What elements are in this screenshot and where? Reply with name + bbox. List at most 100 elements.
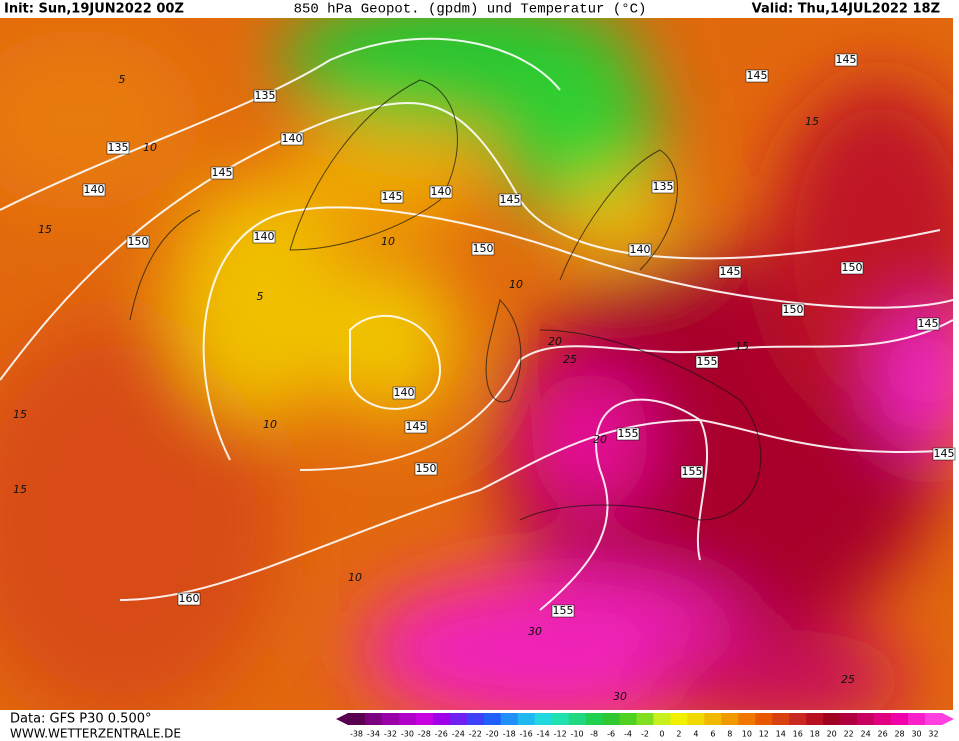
valid-time: Valid: Thu,14JUL2022 18Z (752, 2, 940, 17)
colorbar-swatch (789, 713, 807, 725)
geopotential-label: 155 (682, 465, 703, 478)
colorbar-swatch (908, 713, 926, 725)
contour-label-box (498, 193, 522, 207)
colorbar-swatch (840, 713, 858, 725)
geopotential-label: 140 (282, 132, 303, 145)
contour-label-box (680, 465, 704, 479)
contour-label-box (840, 261, 864, 275)
header-bar (0, 0, 959, 18)
colorbar-label: -20 (486, 730, 499, 739)
temperature-label: 15 (735, 340, 749, 353)
contour-label-box (628, 243, 652, 257)
colorbar-arrow-left (336, 713, 348, 725)
website: WWW.WETTERZENTRALE.DE (10, 727, 181, 741)
colorbar-label: -26 (435, 730, 448, 739)
colorbar-swatch (755, 713, 773, 725)
temperature-label: 10 (348, 571, 362, 584)
colorbar-label: -32 (384, 730, 397, 739)
contour-label-box (404, 420, 428, 434)
colorbar-swatch (466, 713, 485, 725)
colorbar-label: 4 (693, 730, 698, 739)
geopotential-label: 145 (500, 193, 521, 206)
temperature-label: 10 (509, 278, 523, 291)
colorbar-label: 20 (827, 730, 837, 739)
colorbar-swatch (534, 713, 552, 725)
temperature-label: 30 (613, 690, 627, 703)
temperature-label: 10 (143, 141, 157, 154)
geopotential-label: 150 (128, 235, 149, 248)
colorbar-swatch (585, 713, 603, 725)
colorbar-swatch (551, 713, 569, 725)
colorbar-swatch (517, 713, 535, 725)
temperature-label: 15 (13, 408, 27, 421)
colorbar-swatch (619, 713, 637, 725)
colorbar-label: -38 (350, 730, 363, 739)
colorbar-label: -16 (520, 730, 533, 739)
contour-label-box (781, 303, 805, 317)
temperature-label: 15 (38, 223, 52, 236)
temperature-label: 10 (381, 235, 395, 248)
colorbar-label: -12 (554, 730, 567, 739)
colorbar-swatch (670, 713, 688, 725)
geopotential-label: 145 (212, 166, 233, 179)
geopotential-label: 145 (747, 69, 768, 82)
contour-label-box (916, 317, 940, 331)
colorbar-label: 8 (727, 730, 732, 739)
temperature-label: 15 (13, 483, 27, 496)
geopotential-label: 150 (473, 242, 494, 255)
colorbar-label: 12 (759, 730, 769, 739)
colorbar-swatch (500, 713, 519, 725)
geopotential-label: 140 (84, 183, 105, 196)
geopotential-label: 145 (934, 447, 955, 460)
contour-label-box (429, 185, 453, 199)
contour-label-box (834, 53, 858, 67)
contour-label-box (177, 592, 201, 606)
colorbar-swatch (772, 713, 790, 725)
data-source: Data: GFS P30 0.500° (10, 712, 152, 727)
colorbar-label: -30 (401, 730, 414, 739)
contour-label-box (932, 447, 956, 461)
colorbar-swatch (415, 713, 434, 725)
colorbar-label: -34 (367, 730, 380, 739)
contour-label-box (551, 604, 575, 618)
contour-label-box (616, 427, 640, 441)
colorbar-swatch (891, 713, 909, 725)
geopotential-label: 135 (653, 180, 674, 193)
colorbar-label: -6 (607, 730, 615, 739)
contour-label-box (695, 355, 719, 369)
isohypses (0, 37, 953, 611)
colorbar-swatch (857, 713, 875, 725)
temperature-label: 10 (263, 418, 277, 431)
geopotential-label: 145 (382, 190, 403, 203)
colorbar-swatch (348, 713, 366, 725)
contour-label-box (392, 386, 416, 400)
colorbar-swatch (602, 713, 620, 725)
contour-label-box (718, 265, 742, 279)
colorbar-label: 6 (710, 730, 715, 739)
contour-label-box (210, 166, 234, 180)
colorbar-swatch (738, 713, 756, 725)
contour-label-box (280, 132, 304, 146)
colorbar-swatch (721, 713, 739, 725)
colorbar-swatch (806, 713, 824, 725)
colorbar-label: 24 (861, 730, 871, 739)
colorbar-swatch (823, 713, 841, 725)
temperature-label: 20 (548, 335, 562, 348)
geopotential-label: 155 (618, 427, 639, 440)
init-time: Init: Sun,19JUN2022 00Z (4, 2, 184, 17)
contour-label-box (252, 230, 276, 244)
colorbar-swatch (398, 713, 417, 725)
coastlines (129, 79, 762, 521)
geopotential-label: 140 (431, 185, 452, 198)
colorbar-label: 18 (810, 730, 820, 739)
colorbar-swatch (381, 713, 400, 725)
colorbar-swatch (874, 713, 892, 725)
contour-label-box (745, 69, 769, 83)
colorbar-swatch (704, 713, 722, 725)
map-title: 850 hPa Geopot. (gpdm) und Temperatur (°… (294, 2, 647, 18)
colorbar-swatch (364, 713, 383, 725)
colorbar-label: 2 (676, 730, 681, 739)
